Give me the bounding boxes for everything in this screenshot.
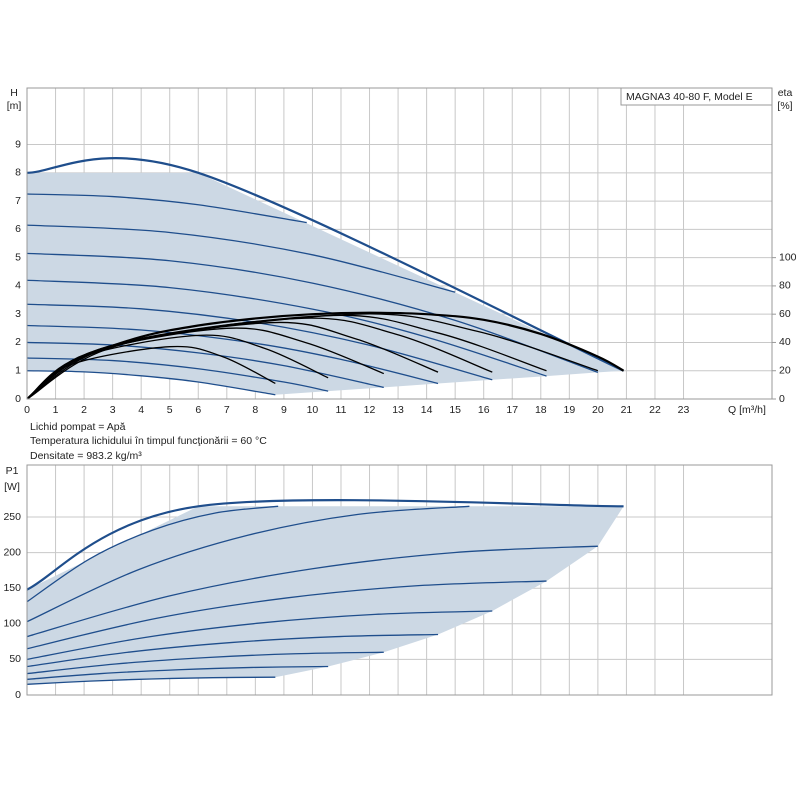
y-tick-label: 9	[15, 138, 21, 150]
performance-curve	[27, 505, 470, 623]
x-tick-label: 7	[224, 404, 230, 416]
x-tick-label: 0	[24, 404, 30, 416]
x-tick-label: 9	[281, 404, 287, 416]
x-axis-label: Q [m³/h]	[728, 404, 766, 416]
performance-curve	[27, 157, 625, 372]
y-tick-label: 5	[15, 251, 21, 263]
y-tick-label: 150	[3, 582, 21, 594]
y-tick-label: 7	[15, 195, 21, 207]
y2-tick-label: 0	[779, 393, 785, 405]
y-tick-label: 8	[15, 167, 21, 179]
performance-curve	[27, 676, 276, 685]
performance-curve	[27, 665, 329, 680]
y2-tick-label: 20	[779, 365, 791, 377]
x-tick-label: 12	[364, 404, 376, 416]
performance-curve	[27, 341, 384, 389]
x-tick-label: 6	[195, 404, 201, 416]
x-tick-label: 11	[336, 404, 347, 416]
performance-curve	[27, 610, 493, 661]
performance-curve	[27, 499, 624, 591]
y-tick-label: 2	[15, 336, 21, 348]
y-tick-label: 6	[15, 223, 21, 235]
head-chart: 0 1 2 3 4 5 6 7 8 9 10 11 12 13 14 15 16 17 18 19 20 21 22 2301…	[15, 87, 797, 416]
performance-curve	[27, 580, 547, 650]
x-tick-label: 20	[592, 404, 604, 416]
performance-curve	[27, 505, 279, 603]
model-box	[620, 87, 773, 106]
x-tick-label: 1	[53, 404, 59, 416]
x-tick-label: 18	[535, 404, 547, 416]
efficiency-curve	[27, 313, 599, 399]
power-chart: 0 50 100 150 200 250	[3, 464, 773, 701]
y2-axis-label: eta	[778, 87, 793, 99]
performance-curve	[27, 193, 307, 224]
y-tick-label: 0	[15, 689, 21, 701]
performance-curve	[27, 252, 599, 374]
x-tick-label: 8	[252, 404, 258, 416]
y-tick-label: 200	[3, 546, 21, 558]
x-tick-label: 14	[421, 404, 433, 416]
y-axis-label: P1	[6, 465, 19, 477]
x-tick-label: 23	[678, 404, 690, 416]
y2-axis-unit: [%]	[777, 100, 792, 112]
annotation: Temperatura lichidului în timpul funcţio…	[30, 435, 267, 447]
y-axis-label: H	[10, 87, 18, 99]
operating-area	[27, 172, 624, 395]
performance-curve	[27, 545, 598, 638]
x-tick-label: 16	[478, 404, 490, 416]
x-tick-label: 22	[649, 404, 661, 416]
annotation: Densitate = 983.2 kg/m³	[30, 450, 142, 462]
y-tick-label: 3	[15, 308, 21, 320]
performance-curve	[27, 279, 547, 377]
y-tick-label: 4	[15, 280, 21, 292]
x-tick-label: 4	[138, 404, 144, 416]
efficiency-curve	[27, 327, 385, 399]
x-tick-label: 10	[307, 404, 319, 416]
x-tick-label: 15	[449, 404, 461, 416]
y-tick-label: 50	[9, 653, 21, 665]
x-tick-label: 2	[81, 404, 87, 416]
y-tick-label: 0	[15, 393, 21, 405]
performance-curve	[27, 370, 276, 396]
performance-curve	[27, 324, 439, 385]
y-tick-label: 250	[3, 511, 21, 523]
efficiency-curve	[27, 321, 439, 399]
y2-tick-label: 60	[779, 308, 791, 320]
y2-tick-label: 80	[779, 280, 791, 292]
x-tick-label: 21	[621, 404, 633, 416]
plot-frame	[26, 87, 773, 400]
annotation: Lichid pompat = Apă	[30, 421, 126, 433]
y2-tick-label: 100	[779, 251, 797, 263]
x-tick-label: 5	[167, 404, 173, 416]
y2-tick-label: 40	[779, 336, 791, 348]
y-axis-unit: [W]	[4, 481, 20, 493]
performance-curve	[27, 633, 439, 668]
performance-curve	[27, 651, 384, 675]
x-tick-label: 19	[563, 404, 575, 416]
x-tick-label: 17	[506, 404, 518, 416]
performance-curve	[27, 224, 456, 293]
x-tick-label: 13	[392, 404, 404, 416]
plot-frame	[26, 464, 773, 696]
y-axis-unit: [m]	[7, 100, 22, 112]
chart-title: MAGNA3 40-80 F, Model E	[626, 91, 753, 103]
y-tick-label: 100	[3, 618, 21, 630]
y-tick-label: 1	[15, 365, 21, 377]
x-tick-label: 3	[110, 404, 116, 416]
